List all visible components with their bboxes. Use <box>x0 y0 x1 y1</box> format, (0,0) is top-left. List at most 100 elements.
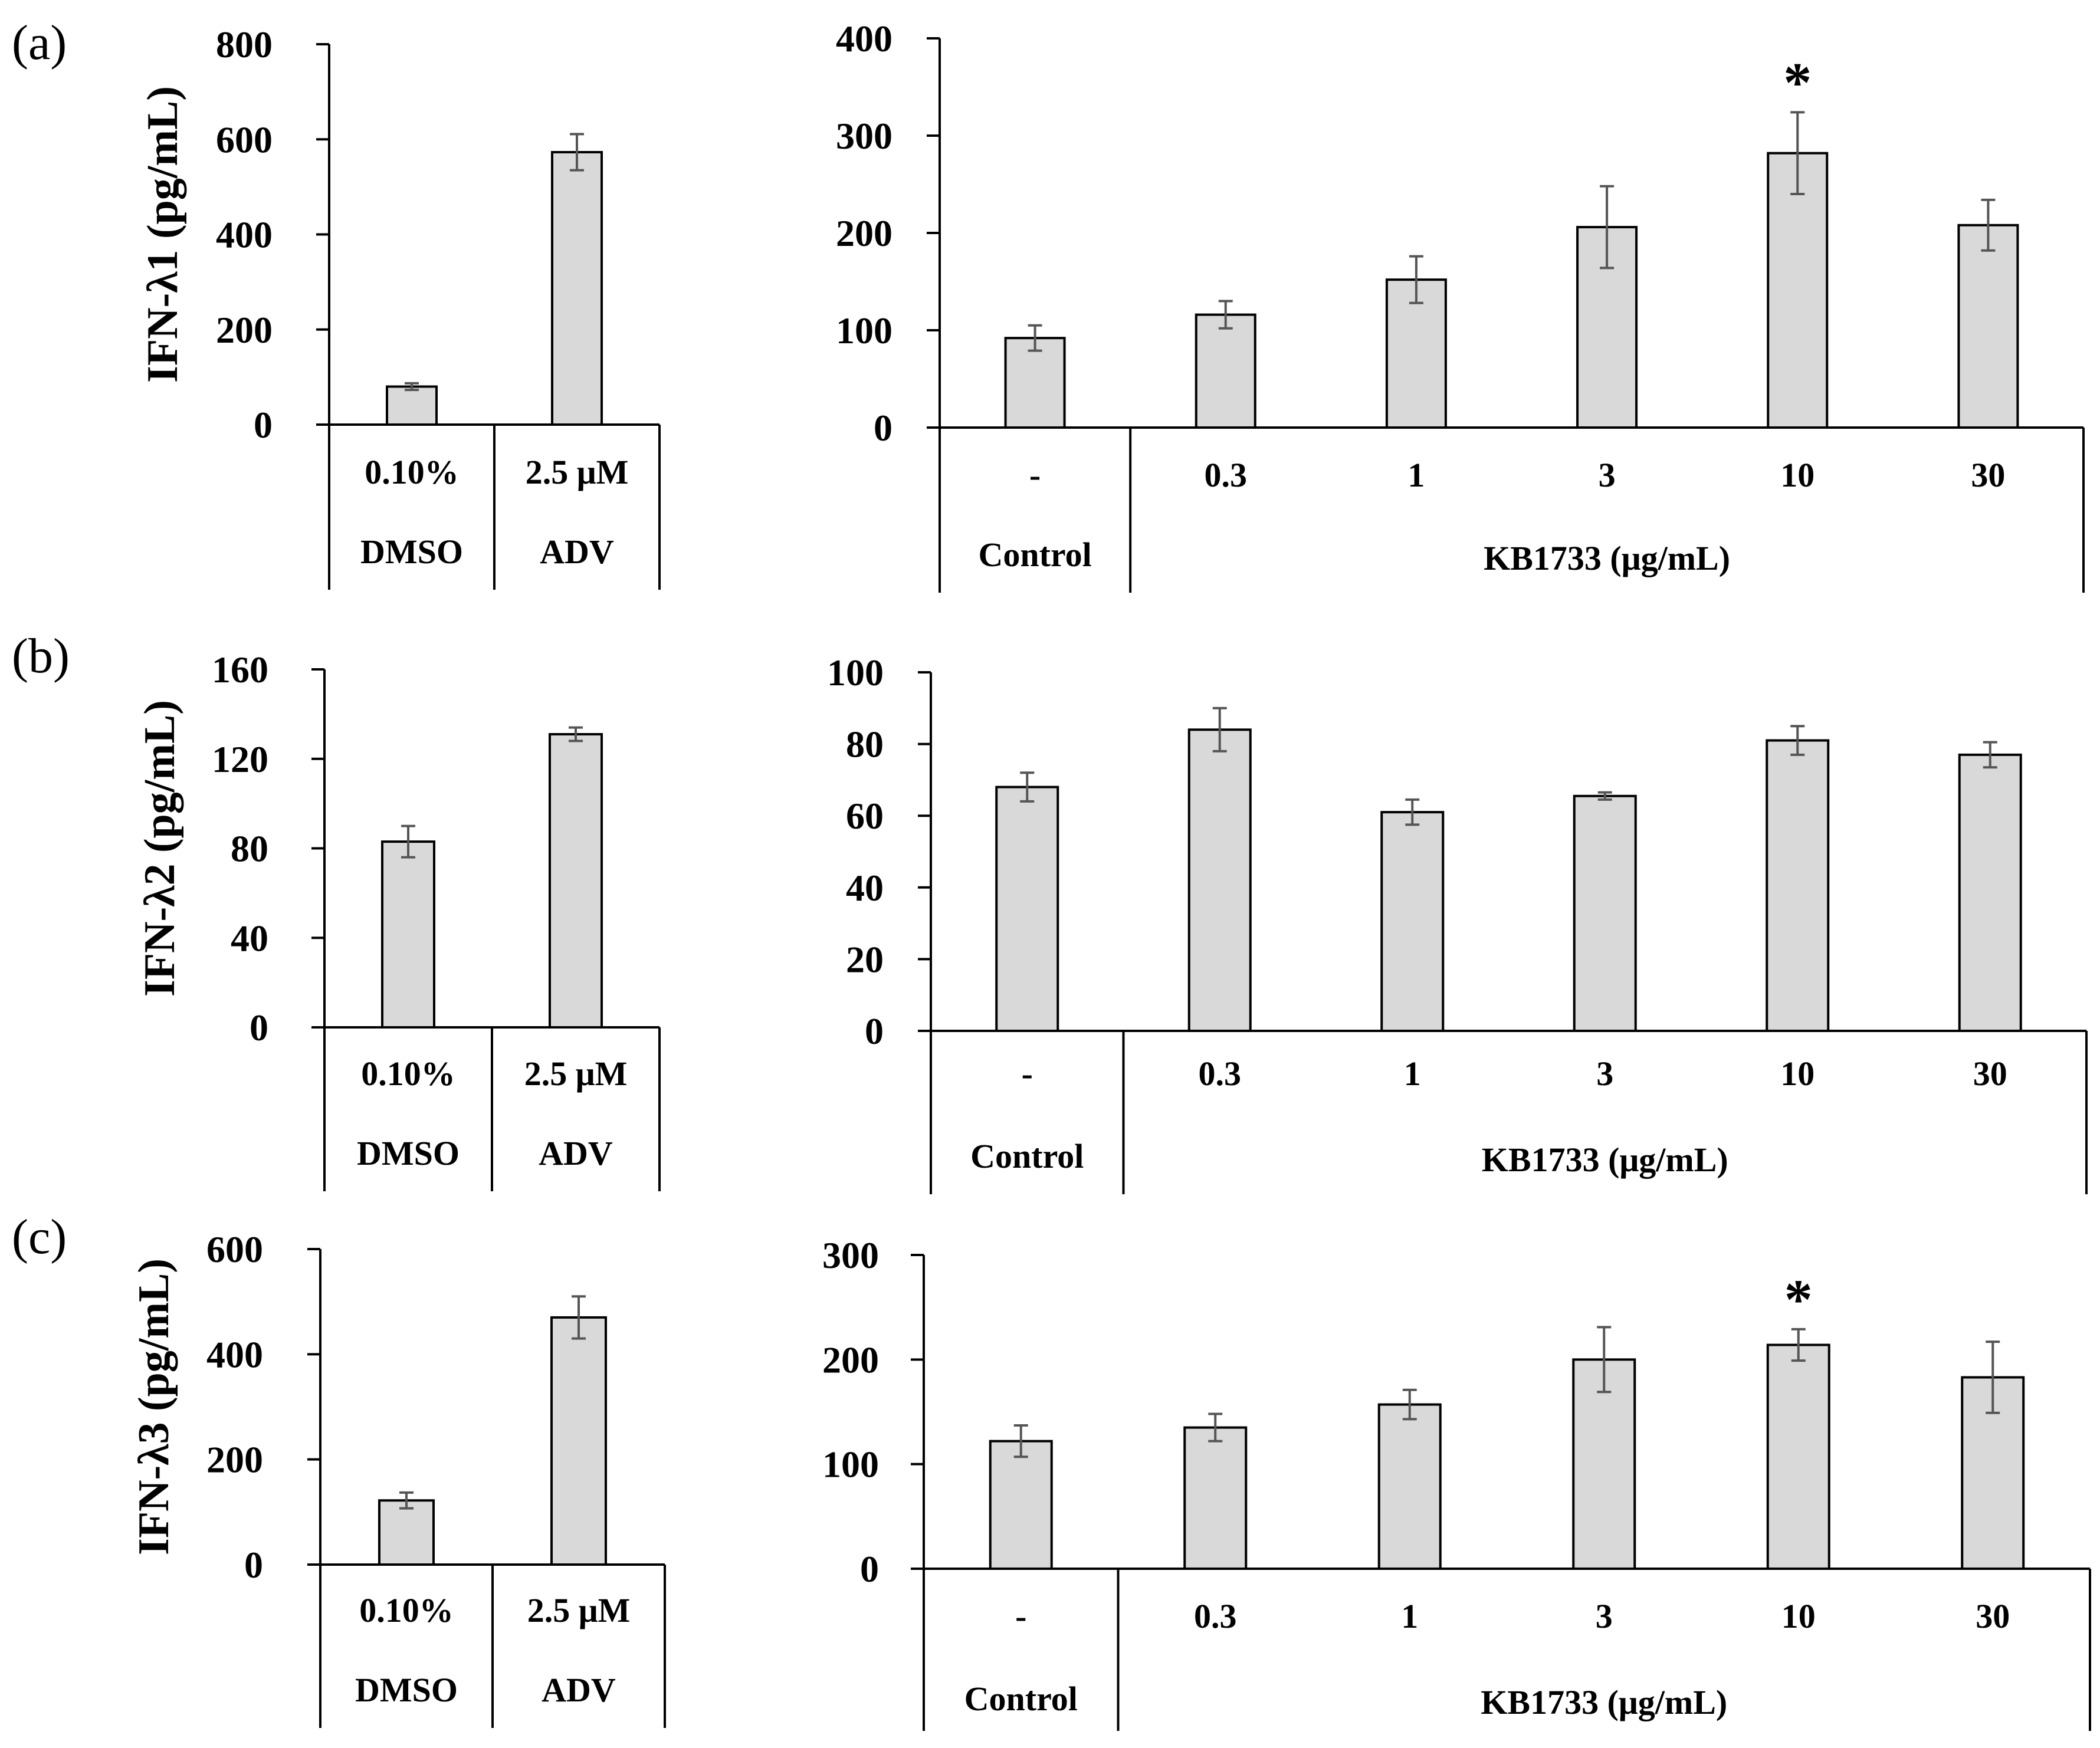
chart-4: (c) IFN-λ3 (pg/mL) 0 200 400 600 0.10% 2.5 μM DM… <box>12 1210 666 1728</box>
group-label-treatment: KB1733 (μg/mL) <box>1482 1141 1728 1179</box>
y-tick-label: 200 <box>206 1439 263 1481</box>
category-label: 2.5 μM <box>526 453 629 491</box>
chart-3: 0 20 40 60 80 100 - 0.3 1 3 10 30 Control KB1733 (μg/… <box>827 652 2088 1194</box>
chart-5: 0 100 200 300 * - 0.3 1 3 10 30 Control KB1733 (μg/m… <box>822 1234 2091 1731</box>
category-label: - <box>1015 1597 1026 1635</box>
category-label: 0.10% <box>359 1591 454 1629</box>
category-label: 0.3 <box>1194 1597 1237 1635</box>
y-tick-label: 20 <box>846 938 884 980</box>
bar <box>549 733 603 1029</box>
chart-1: 0 100 200 300 400 * - 0.3 1 3 10 30 Control KB1733 (μ… <box>836 18 2085 593</box>
category-label: - <box>1022 1054 1033 1093</box>
group-label-control: Control <box>970 1137 1084 1175</box>
bar <box>1766 739 1830 1033</box>
category-label: 2.5 μM <box>527 1591 631 1629</box>
y-tick-label: 0 <box>865 1010 884 1052</box>
bar <box>1958 753 2022 1032</box>
y-tick-label: 120 <box>212 738 268 780</box>
y-tick-label: 200 <box>822 1339 879 1381</box>
group-label: DMSO <box>360 533 463 571</box>
bar <box>1377 1403 1442 1570</box>
category-label: 2.5 μM <box>524 1054 628 1093</box>
bar <box>1957 224 2019 429</box>
y-tick-label: 600 <box>206 1228 263 1270</box>
chart-0: (a) IFN-λ1 (pg/mL) 0 200 400 600 800 0.10% 2.5 μ… <box>12 15 661 590</box>
significance-marker: * <box>1784 1268 1813 1331</box>
y-tick-label: 40 <box>231 917 268 959</box>
y-tick-label: 400 <box>206 1333 263 1375</box>
y-tick-label: 0 <box>250 1007 268 1049</box>
bar <box>551 151 603 426</box>
bar <box>1187 728 1252 1033</box>
bar <box>550 1316 607 1566</box>
y-tick-label: 600 <box>216 119 273 160</box>
group-label: DMSO <box>355 1671 458 1709</box>
category-label: 1 <box>1401 1597 1418 1635</box>
y-tick-label: 300 <box>822 1234 879 1276</box>
y-tick-label: 800 <box>216 24 273 65</box>
category-label: 10 <box>1780 1054 1814 1093</box>
group-label: ADV <box>540 533 614 571</box>
bar <box>1380 811 1445 1032</box>
category-label: 0.10% <box>365 453 459 491</box>
category-label: 10 <box>1780 456 1814 494</box>
category-label: 30 <box>1973 1054 2007 1093</box>
bar <box>1572 1358 1636 1570</box>
y-tick-label: 0 <box>860 1548 879 1590</box>
bar <box>1766 1343 1830 1570</box>
y-tick-label: 200 <box>836 212 892 254</box>
bar <box>1385 278 1447 429</box>
bar <box>1195 313 1256 429</box>
y-tick-label: 160 <box>212 649 268 691</box>
y-axis-label: IFN-λ3 (pg/mL) <box>130 1259 178 1555</box>
bar <box>995 786 1059 1033</box>
bar <box>1183 1426 1248 1570</box>
category-label: 1 <box>1404 1054 1421 1093</box>
y-tick-label: 100 <box>822 1444 879 1486</box>
bar <box>386 385 438 426</box>
group-label-control: Control <box>964 1680 1078 1718</box>
bar <box>381 840 435 1029</box>
y-tick-label: 200 <box>216 309 273 351</box>
y-tick-label: 0 <box>874 407 892 449</box>
category-label: 10 <box>1781 1597 1816 1635</box>
group-label-control: Control <box>978 535 1091 574</box>
y-tick-label: 400 <box>216 214 273 256</box>
panel-label: (c) <box>12 1210 67 1264</box>
category-label: 0.10% <box>361 1054 455 1093</box>
category-label: 0.3 <box>1205 456 1248 494</box>
y-axis-label: IFN-λ2 (pg/mL) <box>136 700 184 997</box>
group-label: DMSO <box>357 1134 460 1172</box>
y-tick-label: 100 <box>827 652 884 694</box>
category-label: 30 <box>1971 456 2005 494</box>
bar <box>989 1440 1053 1570</box>
bar <box>1961 1376 2025 1570</box>
group-label-treatment: KB1733 (μg/mL) <box>1484 539 1730 577</box>
bar <box>378 1499 435 1566</box>
chart-2: (b) IFN-λ2 (pg/mL) 0 40 80 120 160 0.10% 2.5 μM D… <box>12 629 661 1191</box>
panel-label: (a) <box>12 15 67 70</box>
y-axis-label: IFN-λ1 (pg/mL) <box>139 86 187 383</box>
bar <box>1004 337 1066 429</box>
y-tick-label: 300 <box>836 115 892 157</box>
category-label: 3 <box>1599 456 1616 494</box>
group-label: ADV <box>539 1134 613 1172</box>
category-label: 30 <box>1976 1597 2010 1635</box>
y-tick-label: 80 <box>231 828 268 870</box>
category-label: 3 <box>1596 1597 1613 1635</box>
panel-label: (b) <box>12 629 70 684</box>
y-tick-label: 0 <box>254 404 273 446</box>
y-tick-label: 80 <box>846 724 884 765</box>
y-tick-label: 40 <box>846 867 884 909</box>
category-label: - <box>1029 456 1041 494</box>
significance-marker: * <box>1783 51 1812 114</box>
bar <box>1573 794 1637 1032</box>
y-tick-label: 100 <box>836 310 892 351</box>
group-label-treatment: KB1733 (μg/mL) <box>1481 1683 1727 1721</box>
category-label: 1 <box>1407 456 1425 494</box>
bar <box>1767 152 1829 429</box>
y-tick-label: 60 <box>846 795 884 837</box>
category-label: 3 <box>1596 1054 1613 1093</box>
y-tick-label: 400 <box>836 18 892 60</box>
